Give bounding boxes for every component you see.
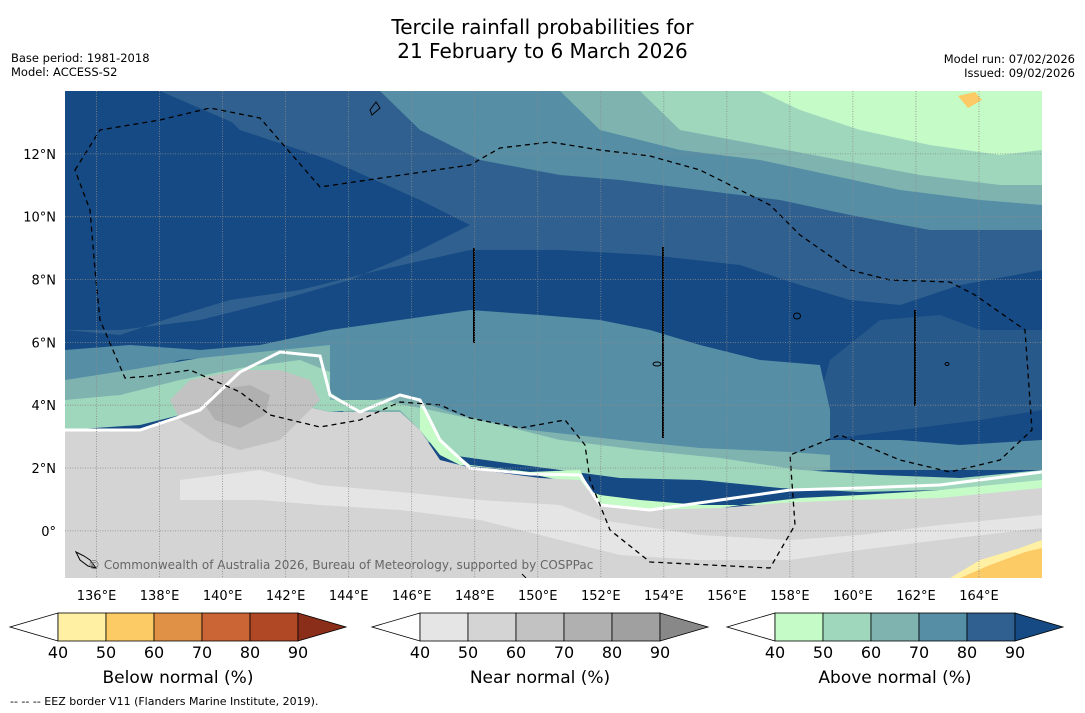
- above-normal-colorbar-label: Above normal (%): [818, 668, 972, 688]
- tercile-boundary-line: [65, 350, 1042, 512]
- x-tick-label: 144°E: [329, 589, 369, 604]
- colorbar-tick-label: 90: [650, 643, 670, 662]
- colorbar-segment: [822, 612, 872, 642]
- colorbar-tick-label: 80: [602, 643, 622, 662]
- colorbar-segment: [249, 612, 299, 642]
- x-tick-label: 140°E: [203, 589, 243, 604]
- below-normal-40-region-north: [958, 92, 982, 108]
- colorbar-segment: [966, 612, 1016, 642]
- colorbar-tick-label: 90: [1005, 643, 1025, 662]
- map-area: [65, 91, 1042, 578]
- model-run-date: Model run: 07/02/2026: [943, 52, 1075, 66]
- colorbar-segment: [918, 612, 968, 642]
- y-tick-label: 12°N: [23, 148, 56, 163]
- colorbar-extend-high: [1014, 612, 1065, 642]
- colorbar-extend-low: [8, 612, 59, 642]
- y-tick-label: 4°N: [32, 399, 57, 414]
- above-normal-40-region-north: [760, 91, 1042, 155]
- near-normal-60-region: [205, 385, 270, 428]
- colorbar-tick-label: 40: [765, 643, 785, 662]
- chart-title-line-2: 21 February to 6 March 2026: [397, 39, 688, 63]
- near-normal-colorbar: 40 50 60 70 80 90: [370, 612, 710, 662]
- colorbar-segment: [105, 612, 155, 642]
- x-tick-label: 162°E: [896, 589, 936, 604]
- colorbar-segment: [467, 612, 517, 642]
- colorbar-tick-label: 70: [554, 643, 574, 662]
- near-normal-colorbar-label: Near normal (%): [469, 668, 611, 688]
- copyright-notice: © Commonwealth of Australia 2026, Bureau…: [88, 558, 593, 572]
- y-tick-label: 8°N: [32, 274, 57, 289]
- colorbar-segment: [563, 612, 613, 642]
- x-tick-label: 158°E: [770, 589, 810, 604]
- x-tick-label: 160°E: [833, 589, 873, 604]
- colorbar-tick-label: 50: [96, 643, 116, 662]
- above-normal-50-region-north: [640, 91, 1042, 185]
- island: [944, 362, 950, 366]
- above-normal-80-region-east: [820, 315, 1042, 440]
- island: [521, 573, 527, 578]
- x-tick-label: 154°E: [644, 589, 684, 604]
- colorbar-tick-label: 80: [957, 643, 977, 662]
- x-tick-label: 148°E: [455, 589, 495, 604]
- colorbar-tick-label: 40: [48, 643, 68, 662]
- eez-legend-note: -- -- -- EEZ border V11 (Flanders Marine…: [10, 695, 319, 708]
- near-normal-40-region: [65, 400, 1042, 578]
- colorbar-extend-low: [370, 612, 421, 642]
- chart-title-line-1: Tercile rainfall probabilities for: [391, 15, 694, 39]
- y-tick-label: 2°N: [32, 462, 57, 477]
- near-normal-low-region: [180, 470, 1042, 560]
- x-axis-ticks: 136°E 138°E 140°E 142°E 144°E 146°E 148°E 150°E…: [77, 589, 999, 604]
- y-axis-ticks: 0° 2°N 4°N 6°N 8°N 10°N 12°N: [23, 148, 56, 540]
- below-normal-colorbar-label: Below normal (%): [102, 668, 254, 688]
- x-tick-label: 150°E: [518, 589, 558, 604]
- island: [652, 361, 662, 367]
- colorbar-segment: [57, 612, 107, 642]
- x-tick-label: 136°E: [77, 589, 117, 604]
- colorbars: 40 50 60 70 80 90 40 50 60 70 80 90 40 50 60 70 80 90: [8, 612, 1065, 662]
- island: [793, 312, 801, 320]
- colorbar-segment: [419, 612, 469, 642]
- model-name: Model: ACCESS-S2: [11, 65, 118, 79]
- base-period: Base period: 1981-2018: [11, 51, 150, 65]
- colorbar-tick-label: 60: [861, 643, 881, 662]
- x-tick-label: 142°E: [266, 589, 306, 604]
- island: [369, 101, 381, 116]
- y-tick-label: 0°: [41, 525, 56, 540]
- colorbar-tick-label: 60: [144, 643, 164, 662]
- colorbar-extend-high: [659, 612, 710, 642]
- colorbar-tick-label: 90: [288, 643, 308, 662]
- colorbar-extend-low: [725, 612, 776, 642]
- colorbar-tick-label: 60: [506, 643, 526, 662]
- x-tick-label: 146°E: [392, 589, 432, 604]
- colorbar-tick-label: 50: [458, 643, 478, 662]
- above-normal-colorbar: 40 50 60 70 80 90: [725, 612, 1065, 662]
- colorbar-segment: [774, 612, 824, 642]
- colorbar-segment: [611, 612, 661, 642]
- y-tick-label: 10°N: [23, 211, 56, 226]
- below-normal-50-region: [960, 548, 1042, 578]
- x-tick-label: 138°E: [140, 589, 180, 604]
- y-tick-label: 6°N: [32, 336, 57, 351]
- colorbar-tick-label: 70: [909, 643, 929, 662]
- x-tick-label: 152°E: [581, 589, 621, 604]
- gridlines: [65, 91, 1042, 578]
- colorbar-segment: [201, 612, 251, 642]
- colorbar-extend-high: [297, 612, 348, 642]
- colorbar-segment: [515, 612, 565, 642]
- colorbar-segment: [870, 612, 920, 642]
- colorbar-tick-label: 70: [192, 643, 212, 662]
- x-tick-label: 164°E: [959, 589, 999, 604]
- island: [74, 550, 98, 569]
- colorbar-tick-label: 80: [240, 643, 260, 662]
- issued-date: Issued: 09/02/2026: [964, 66, 1075, 80]
- x-tick-label: 156°E: [707, 589, 747, 604]
- colorbar-tick-label: 50: [813, 643, 833, 662]
- below-normal-colorbar: 40 50 60 70 80 90: [8, 612, 348, 662]
- colorbar-segment: [153, 612, 203, 642]
- colorbar-tick-label: 40: [410, 643, 430, 662]
